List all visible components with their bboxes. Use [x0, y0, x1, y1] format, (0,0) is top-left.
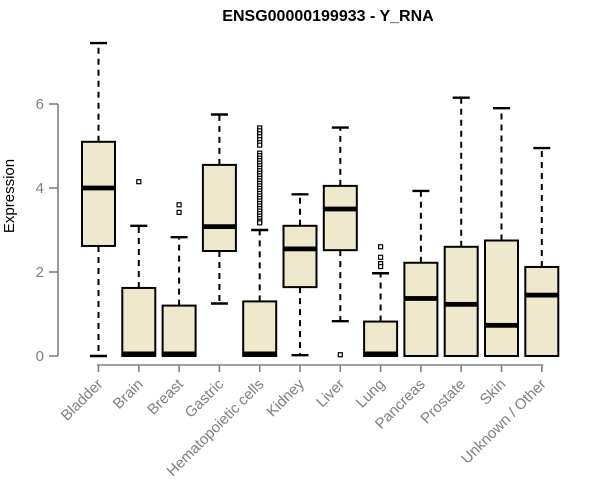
category-label: Breast: [144, 375, 187, 418]
median-line: [323, 206, 357, 212]
category-label: Lung: [353, 376, 389, 412]
y-axis-label: Expression: [1, 159, 18, 233]
y-tick-label: 0: [36, 348, 44, 365]
box: [201, 163, 237, 252]
median-line: [202, 224, 236, 230]
outlier-point: [136, 179, 142, 185]
median-line: [122, 351, 156, 357]
outlier-point: [378, 263, 384, 270]
median-line: [525, 292, 559, 298]
box: [443, 245, 479, 357]
median-line: [485, 322, 518, 328]
category-label: Brain: [110, 376, 147, 413]
box: [363, 320, 399, 357]
box: [242, 300, 278, 357]
category-label: Prostate: [417, 376, 469, 428]
box: [81, 140, 116, 247]
outlier-point: [337, 352, 343, 358]
category-label: Skin: [477, 376, 510, 409]
median-line: [243, 351, 277, 357]
box: [121, 286, 157, 357]
box: [322, 184, 358, 252]
outlier-point: [176, 202, 182, 208]
outlier-point: [257, 142, 263, 148]
category-label: Liver: [313, 376, 348, 411]
box: [403, 261, 439, 358]
median-line: [283, 246, 317, 252]
box: [484, 239, 519, 357]
outlier-point: [176, 209, 182, 215]
box: [282, 224, 318, 289]
y-tick-label: 4: [36, 180, 44, 197]
median-line: [82, 185, 115, 191]
category-label: Kidney: [263, 375, 308, 420]
outlier-point: [257, 220, 263, 226]
y-tick-label: 2: [36, 264, 44, 281]
box: [524, 265, 560, 357]
outlier-point: [378, 244, 384, 250]
median-line: [162, 351, 196, 357]
box: [161, 304, 197, 358]
chart-title: ENSG00000199933 - Y_RNA: [222, 8, 434, 25]
median-line: [444, 301, 478, 307]
category-label: Bladder: [58, 376, 107, 425]
median-line: [404, 296, 438, 301]
outlier-point: [378, 254, 384, 260]
y-tick-label: 6: [36, 96, 44, 113]
median-line: [364, 351, 398, 357]
